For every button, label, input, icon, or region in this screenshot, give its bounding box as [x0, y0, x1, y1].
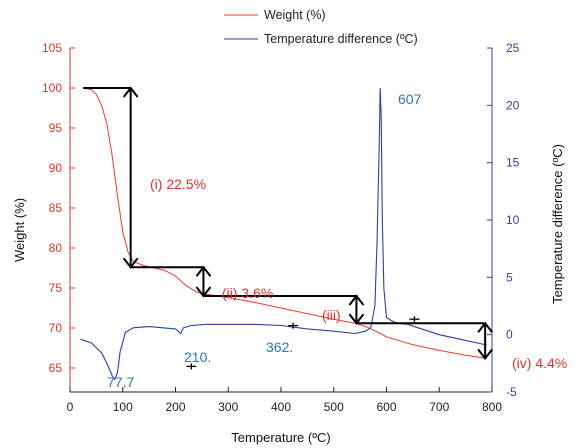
annotation-step-i: (i) 22.5% — [150, 176, 206, 192]
y-axis-left-title: Weight (%) — [12, 198, 27, 262]
left-axis-ticks: 65 70 75 80 85 90 95 100 105 — [42, 41, 75, 375]
x-tick-label: 0 — [67, 400, 74, 414]
x-axis-title: Temperature (ºC) — [231, 430, 330, 445]
left-tick-label: 90 — [49, 161, 63, 175]
mass-loss-arrow-head-bottom — [122, 257, 139, 269]
left-tick-label: 100 — [42, 81, 62, 95]
right-tick-label: 20 — [506, 98, 520, 112]
legend-tdiff-label: Temperature difference (ºC) — [264, 32, 418, 46]
left-tick-label: 70 — [49, 321, 63, 335]
legend: Weight (%) Temperature difference (ºC) — [224, 8, 418, 46]
right-tick-label: 0 — [506, 328, 513, 342]
left-tick-label: 85 — [49, 201, 63, 215]
x-tick-label: 200 — [165, 400, 185, 414]
legend-weight-label: Weight (%) — [264, 8, 326, 22]
annotation-peak-362: 362. — [266, 339, 293, 355]
annotation-peak-77-7: 77.7 — [107, 374, 134, 390]
mass-loss-arrows — [122, 86, 493, 361]
right-axis-ticks: -5 0 5 10 15 20 25 — [487, 41, 520, 399]
left-tick-label: 80 — [49, 241, 63, 255]
mass-loss-arrow-head-bottom — [348, 313, 365, 325]
left-tick-label: 65 — [49, 361, 63, 375]
step-lines — [83, 87, 485, 325]
annotation-peak-210: 210. — [184, 349, 211, 365]
y-axis-right-title: Temperature difference (ºC) — [550, 144, 565, 304]
annotation-step-iii: (iii) — [322, 307, 341, 323]
bottom-axis-ticks: 0 100 200 300 400 500 600 700 800 — [67, 387, 502, 414]
x-tick-label: 400 — [271, 400, 291, 414]
series-weight-line — [83, 87, 487, 359]
x-tick-label: 300 — [218, 400, 238, 414]
left-tick-label: 105 — [42, 41, 62, 55]
x-tick-label: 500 — [324, 400, 344, 414]
mass-loss-arrow-head-bottom — [195, 286, 212, 298]
annotation-step-ii: (ii) 3.6% — [222, 285, 273, 301]
x-tick-label: 100 — [113, 400, 133, 414]
annotation-step-iv: (iv) 4.4% — [512, 355, 567, 371]
right-tick-label: 5 — [506, 270, 513, 284]
x-tick-label: 600 — [376, 400, 396, 414]
right-tick-label: 10 — [506, 213, 520, 227]
left-tick-label: 75 — [49, 281, 63, 295]
annotation-peak-607: 607 — [398, 91, 422, 107]
right-tick-label: 25 — [506, 41, 520, 55]
right-tick-label: 15 — [506, 156, 520, 170]
x-tick-label: 800 — [482, 400, 502, 414]
mass-loss-arrow-head-bottom — [477, 348, 493, 361]
mass-loss-arrow-head-top — [122, 86, 139, 98]
mass-loss-arrow-head-top — [477, 321, 493, 333]
left-tick-label: 95 — [49, 121, 63, 135]
x-tick-label: 700 — [429, 400, 449, 414]
plus-markers — [186, 316, 420, 370]
mass-loss-arrow-head-top — [195, 265, 212, 277]
right-tick-label: -5 — [506, 385, 517, 399]
series-temperature-difference-line — [80, 88, 487, 381]
mass-loss-arrow-head-top — [348, 294, 365, 306]
